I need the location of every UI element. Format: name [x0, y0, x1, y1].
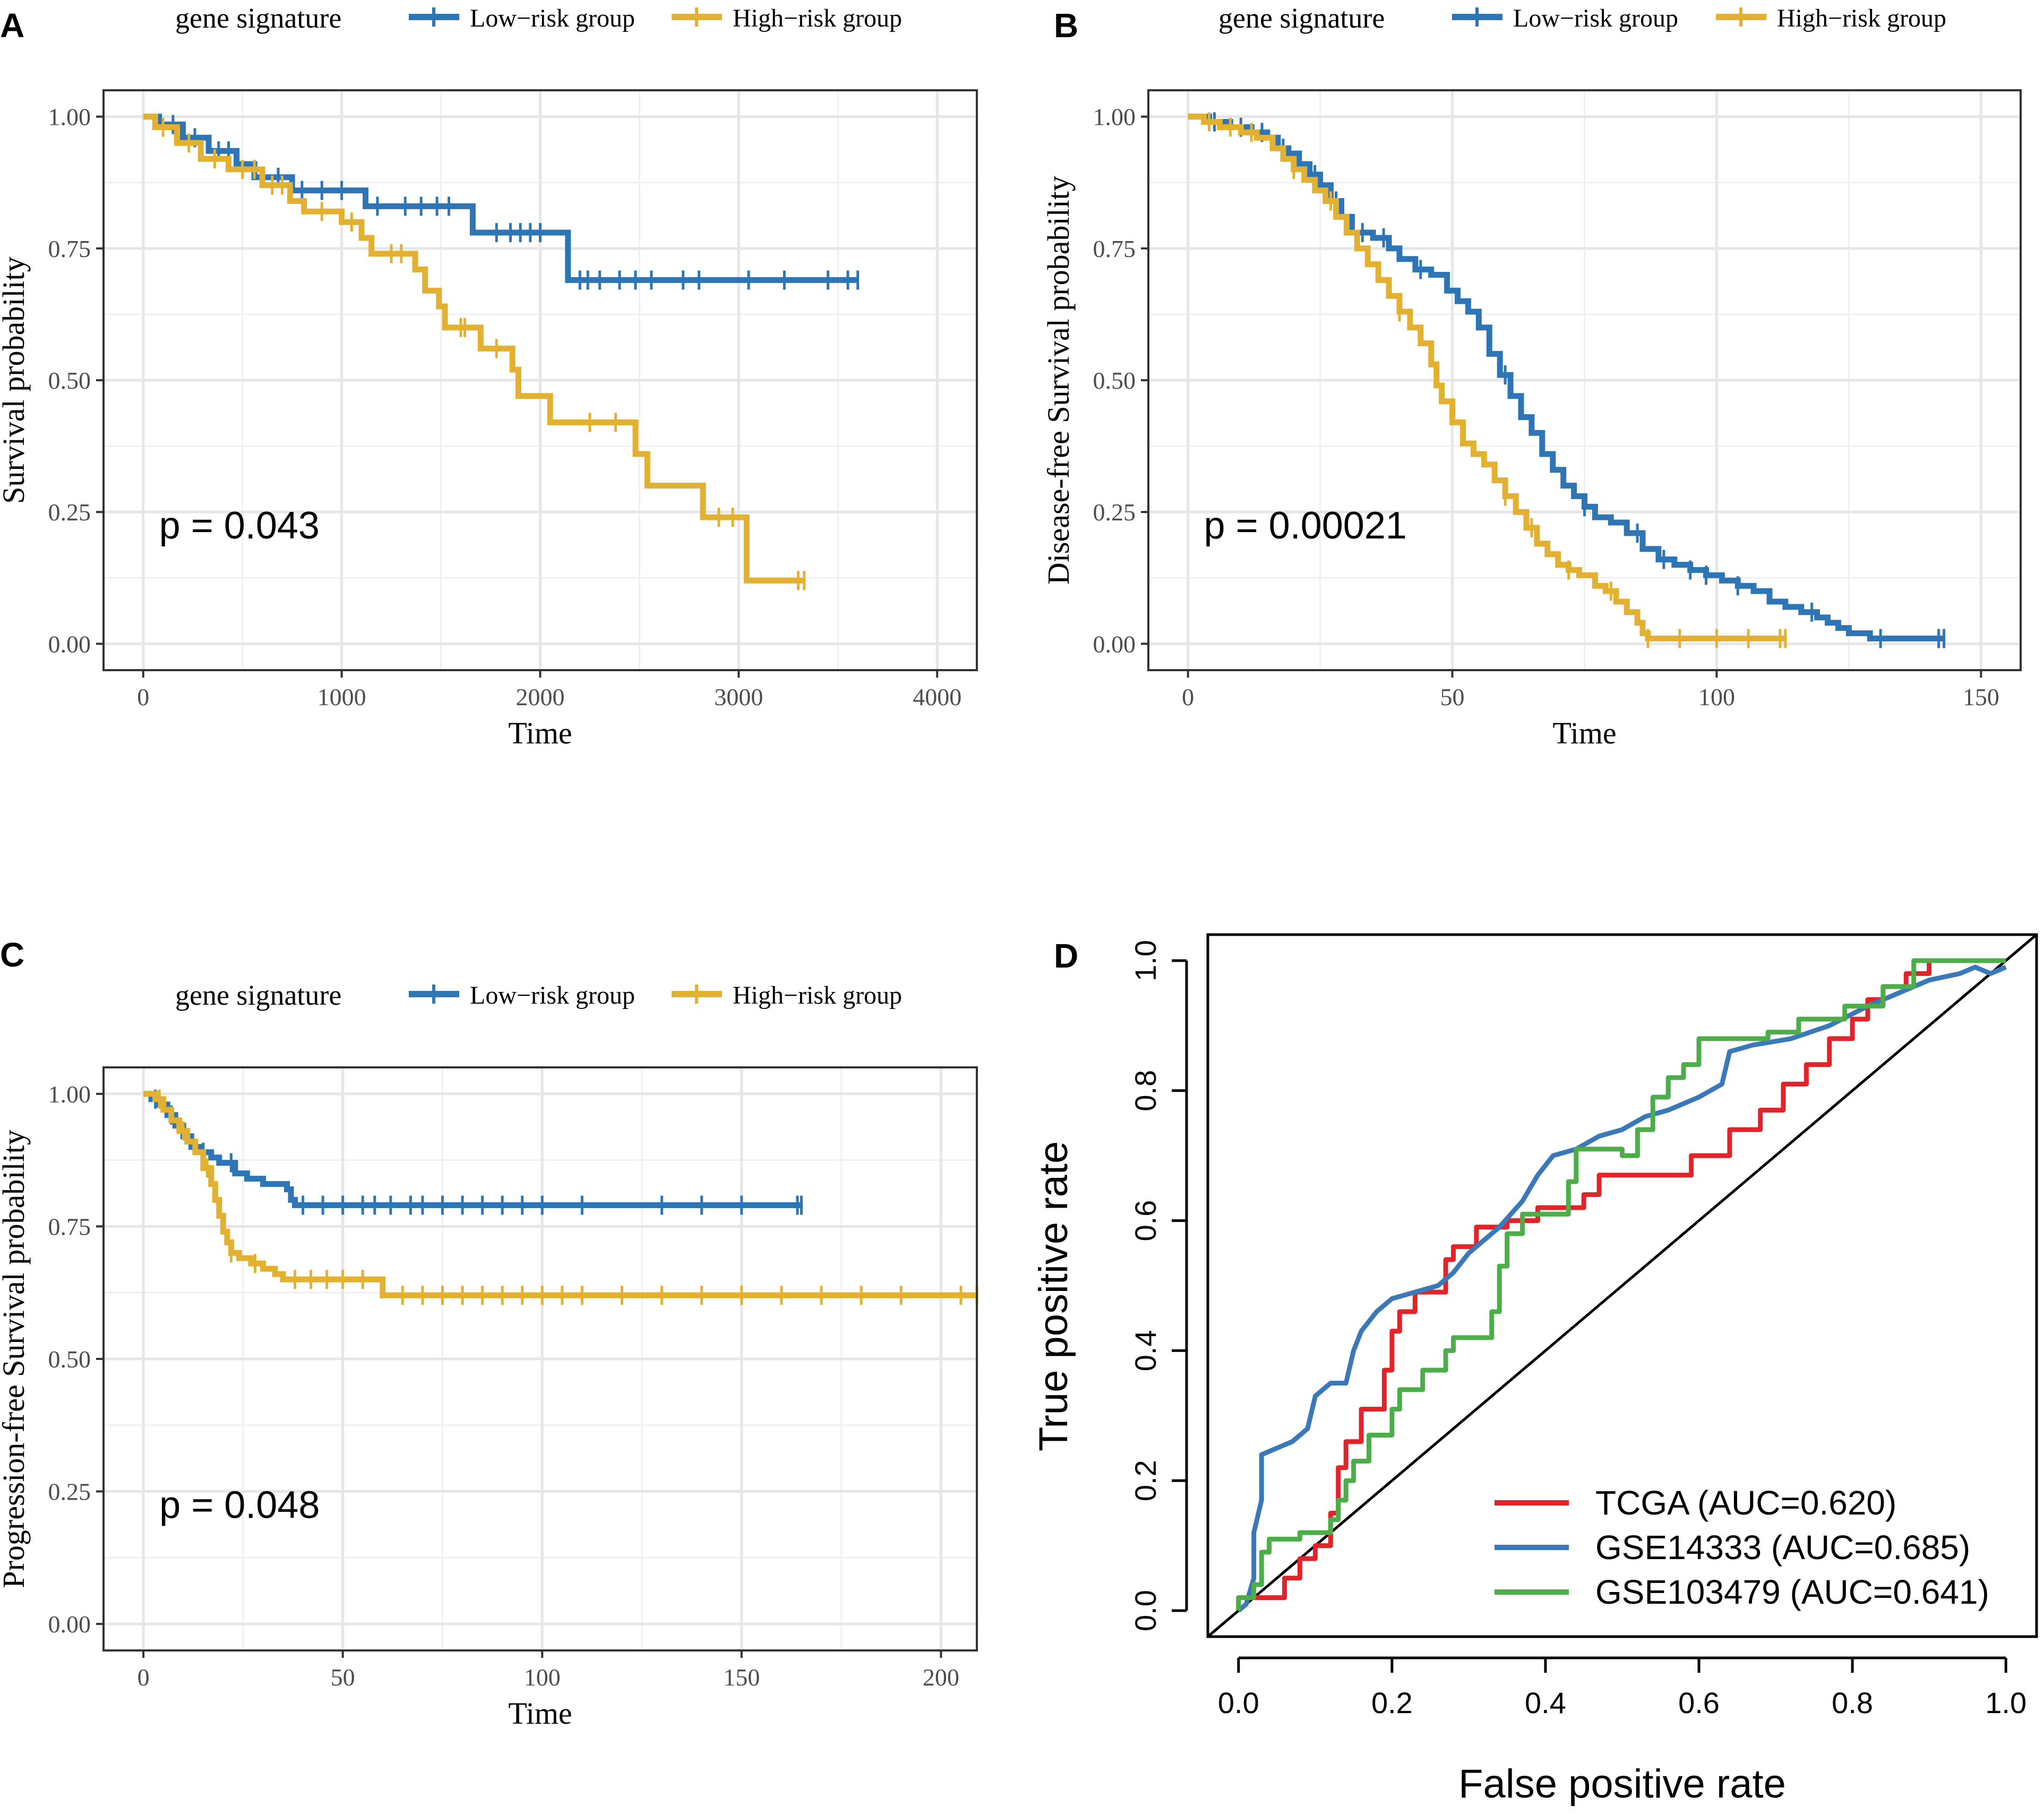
survival-curve-high [143, 1091, 977, 1298]
legend-title: gene signature [1218, 2, 1385, 34]
y-tick-label: 0.75 [48, 1213, 91, 1240]
x-tick-label: 4000 [913, 683, 961, 711]
x-tick-label: 1000 [317, 683, 366, 711]
legend-item-gse14333: GSE14333 (AUC=0.685) [1595, 1528, 1970, 1567]
y-tick-label: 0.8 [1129, 1070, 1162, 1111]
y-tick-label: 0.25 [48, 499, 91, 526]
p-value-annotation: p = 0.048 [159, 1484, 320, 1526]
x-tick-label: 50 [331, 1664, 355, 1691]
x-tick-label: 1.0 [1985, 1686, 2026, 1719]
x-tick-label: 100 [1698, 683, 1735, 711]
legend-title: gene signature [175, 2, 341, 34]
legend: gene signature Low−risk group High−risk gr… [1218, 2, 1946, 34]
y-axis-title: Disease-free Survival probability [1041, 176, 1076, 585]
panel-label: A [0, 6, 24, 45]
y-tick-label: 0.0 [1129, 1590, 1162, 1631]
y-axis-title: True positive rate [1031, 1141, 1076, 1451]
x-tick-label: 100 [524, 1664, 561, 1691]
y-tick-label: 0.75 [48, 235, 91, 262]
survival-curve-low [1188, 114, 1944, 641]
x-tick-label: 0 [138, 1664, 150, 1691]
y-tick-label: 0.75 [1093, 235, 1136, 262]
p-value-annotation: p = 0.043 [159, 504, 320, 547]
legend: gene signature Low−risk group High−risk gr… [175, 979, 902, 1011]
legend-item-low: Low−risk group [470, 981, 635, 1009]
x-tick-label: 2000 [516, 683, 565, 711]
legend-item-high: High−risk group [733, 4, 902, 32]
panel-label: C [0, 936, 24, 974]
y-tick-label: 1.0 [1129, 940, 1162, 981]
panel-d: D 0.0 0.2 0.4 0.6 0.8 1.0 0.0 0.2 0.4 0.6 0.8 1.0 Fal… [1031, 933, 2038, 1807]
x-tick-label: 0.8 [1832, 1686, 1873, 1719]
x-tick-label: 0.6 [1678, 1686, 1720, 1719]
y-tick-label: 0.6 [1129, 1200, 1162, 1242]
y-tick-label: 0.50 [48, 1346, 91, 1373]
diagonal-reference-line [1207, 934, 2038, 1638]
x-tick-label: 0 [1182, 683, 1194, 711]
y-tick-label: 0.00 [48, 630, 91, 657]
legend: TCGA (AUC=0.620) GSE14333 (AUC=0.685) GSE1… [1495, 1484, 1989, 1611]
x-tick-label: 0 [137, 683, 149, 711]
x-tick-label: 200 [923, 1664, 959, 1691]
legend-item-gse103479: GSE103479 (AUC=0.641) [1595, 1573, 1989, 1611]
x-axis-title: Time [508, 716, 572, 750]
x-tick-label: 150 [1963, 683, 1999, 711]
legend-item-tcga: TCGA (AUC=0.620) [1595, 1484, 1896, 1522]
y-tick-label: 0.00 [48, 1611, 91, 1638]
roc-curve-gse14333 [1236, 964, 2007, 1613]
y-tick-label: 0.50 [1093, 367, 1136, 394]
x-tick-label: 150 [723, 1664, 760, 1691]
x-tick-label: 0.2 [1371, 1686, 1413, 1719]
x-tick-label: 0.4 [1525, 1686, 1566, 1719]
y-tick-label: 0.4 [1129, 1330, 1162, 1371]
x-axis-title: False positive rate [1458, 1761, 1786, 1807]
y-axis-title: Progression-free Survival probability [0, 1130, 31, 1588]
x-tick-label: 3000 [714, 683, 763, 711]
legend-item-high: High−risk group [1777, 4, 1946, 32]
legend-item-high: High−risk group [733, 981, 902, 1009]
y-tick-label: 1.00 [1093, 104, 1136, 131]
panel-label: D [1054, 937, 1078, 975]
y-tick-label: 0.25 [1093, 499, 1136, 526]
survival-curve-high [1188, 114, 1785, 641]
x-tick-label: 50 [1440, 683, 1465, 711]
panel-label: B [1054, 6, 1078, 45]
x-axis-title: Time [508, 1696, 572, 1731]
x-axis-title: Time [1552, 716, 1616, 750]
y-axis-title: Survival probability [0, 256, 31, 504]
legend: gene signature Low−risk group High−risk gr… [175, 2, 902, 34]
y-tick-label: 1.00 [48, 1081, 91, 1108]
legend-item-low: Low−risk group [470, 4, 635, 32]
y-tick-label: 0.2 [1129, 1460, 1162, 1501]
survival-curve-high [143, 114, 804, 584]
roc-curve-gse103479 [1236, 958, 2006, 1611]
y-tick-label: 1.00 [48, 104, 91, 131]
y-tick-label: 0.25 [48, 1478, 91, 1505]
p-value-annotation: p = 0.00021 [1204, 504, 1407, 547]
y-tick-label: 0.50 [48, 367, 91, 394]
x-tick-label: 0.0 [1218, 1686, 1259, 1719]
legend-title: gene signature [175, 979, 341, 1011]
y-tick-label: 0.00 [1093, 630, 1136, 657]
legend-item-low: Low−risk group [1513, 4, 1678, 32]
